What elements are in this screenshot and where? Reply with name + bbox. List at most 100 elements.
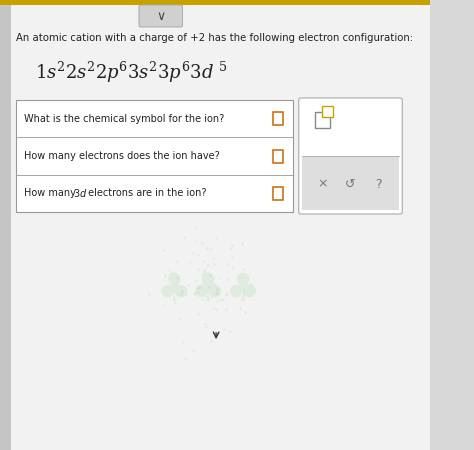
Point (213, 289, 221, 296)
Point (181, 356, 189, 363)
Point (212, 289, 220, 297)
Point (229, 265, 237, 272)
Point (241, 288, 248, 296)
Point (199, 279, 206, 286)
Point (184, 282, 192, 289)
Text: ∨: ∨ (156, 10, 165, 23)
Point (173, 274, 181, 282)
Point (207, 271, 214, 278)
Point (240, 292, 247, 299)
Point (222, 291, 230, 298)
Point (212, 235, 220, 242)
Point (195, 252, 202, 259)
Point (200, 269, 208, 276)
Point (173, 257, 180, 265)
Point (247, 281, 255, 288)
Point (190, 250, 197, 257)
Text: How many: How many (24, 189, 79, 198)
Point (194, 310, 202, 318)
Point (162, 271, 169, 279)
Point (224, 260, 231, 267)
Point (204, 261, 212, 268)
Point (172, 299, 179, 306)
Point (160, 301, 167, 308)
FancyBboxPatch shape (139, 5, 182, 27)
Point (213, 284, 220, 292)
Point (175, 316, 182, 323)
Point (226, 328, 234, 335)
Point (209, 254, 217, 261)
Point (193, 277, 201, 284)
Point (219, 296, 227, 303)
Text: ×: × (317, 177, 328, 190)
Point (210, 280, 218, 288)
Point (161, 246, 168, 253)
Point (241, 309, 248, 316)
Point (198, 239, 206, 247)
Bar (322, 106, 333, 117)
Bar (0, 0, 430, 5)
Point (210, 304, 217, 311)
Point (222, 305, 229, 312)
Point (180, 233, 188, 240)
Point (207, 338, 215, 345)
Point (200, 266, 207, 274)
Point (198, 296, 206, 303)
Point (178, 287, 185, 294)
Point (228, 254, 236, 261)
Point (202, 324, 210, 331)
Point (186, 258, 193, 265)
Text: How many electrons does the ion have?: How many electrons does the ion have? (24, 151, 219, 161)
Point (228, 242, 236, 249)
Text: ?: ? (375, 177, 382, 190)
Point (236, 305, 244, 312)
Bar (273, 149, 283, 162)
Text: ♣♣♣: ♣♣♣ (156, 271, 261, 309)
Point (213, 297, 221, 304)
Point (203, 244, 211, 252)
Bar (273, 112, 283, 125)
Point (224, 276, 231, 283)
Point (201, 320, 209, 328)
Point (194, 288, 202, 295)
Point (208, 293, 215, 301)
Point (210, 261, 218, 268)
Bar (0, 0, 11, 450)
Point (194, 284, 202, 292)
Point (240, 266, 247, 273)
Point (146, 290, 153, 297)
Bar (16, 100, 293, 212)
Text: What is the chemical symbol for the ion?: What is the chemical symbol for the ion? (24, 114, 224, 124)
Point (202, 292, 210, 299)
Bar (315, 112, 329, 128)
Point (218, 297, 225, 304)
Text: ↺: ↺ (345, 177, 356, 190)
Point (191, 289, 199, 297)
Point (182, 290, 190, 297)
Point (216, 275, 224, 282)
Point (207, 246, 215, 253)
Point (165, 266, 173, 274)
Point (191, 290, 198, 297)
Point (227, 244, 235, 252)
Bar (302, 156, 399, 210)
Point (205, 283, 212, 290)
Text: $3d$: $3d$ (73, 187, 87, 199)
FancyBboxPatch shape (299, 98, 402, 214)
Point (196, 284, 204, 291)
Point (194, 266, 202, 273)
Point (166, 270, 173, 277)
Point (192, 238, 200, 245)
Bar (273, 187, 283, 200)
Text: electrons are in the ion?: electrons are in the ion? (85, 189, 207, 198)
Point (238, 239, 246, 246)
Point (177, 290, 185, 297)
Text: $1s^{2}2s^{2}2p^{6}3s^{2}3p^{6}3d^{\ 5}$: $1s^{2}2s^{2}2p^{6}3s^{2}3p^{6}3d^{\ 5}$ (35, 59, 227, 85)
Point (224, 289, 231, 297)
Point (214, 287, 221, 294)
Point (200, 257, 207, 264)
Point (198, 272, 206, 279)
Point (189, 347, 196, 354)
Point (191, 224, 199, 231)
Point (220, 326, 228, 333)
